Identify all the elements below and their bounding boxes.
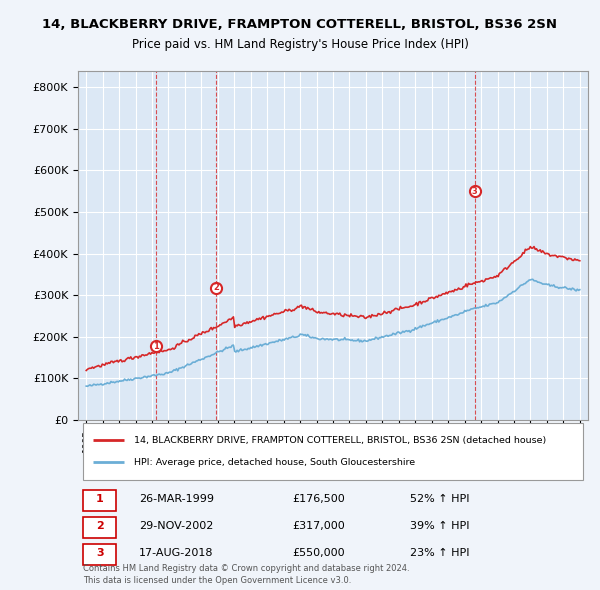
Text: 3: 3 [96, 548, 104, 558]
Text: 26-MAR-1999: 26-MAR-1999 [139, 494, 214, 504]
FancyBboxPatch shape [83, 517, 116, 537]
Text: 14, BLACKBERRY DRIVE, FRAMPTON COTTERELL, BRISTOL, BS36 2SN (detached house): 14, BLACKBERRY DRIVE, FRAMPTON COTTERELL… [134, 436, 547, 445]
Text: 17-AUG-2018: 17-AUG-2018 [139, 548, 214, 558]
Text: £176,500: £176,500 [292, 494, 345, 504]
Text: £550,000: £550,000 [292, 548, 345, 558]
Text: 3: 3 [472, 186, 478, 196]
Text: Price paid vs. HM Land Registry's House Price Index (HPI): Price paid vs. HM Land Registry's House … [131, 38, 469, 51]
FancyBboxPatch shape [83, 544, 116, 565]
Text: 52% ↑ HPI: 52% ↑ HPI [409, 494, 469, 504]
FancyBboxPatch shape [83, 423, 583, 480]
Text: 39% ↑ HPI: 39% ↑ HPI [409, 521, 469, 531]
Text: 29-NOV-2002: 29-NOV-2002 [139, 521, 214, 531]
Text: Contains HM Land Registry data © Crown copyright and database right 2024.: Contains HM Land Registry data © Crown c… [83, 565, 410, 573]
Text: 23% ↑ HPI: 23% ↑ HPI [409, 548, 469, 558]
Text: 1: 1 [96, 494, 104, 504]
FancyBboxPatch shape [83, 490, 116, 511]
Text: 1: 1 [153, 342, 159, 351]
Text: 2: 2 [96, 521, 104, 531]
Text: This data is licensed under the Open Government Licence v3.0.: This data is licensed under the Open Gov… [83, 575, 352, 585]
Text: £317,000: £317,000 [292, 521, 345, 531]
Text: 14, BLACKBERRY DRIVE, FRAMPTON COTTERELL, BRISTOL, BS36 2SN: 14, BLACKBERRY DRIVE, FRAMPTON COTTERELL… [43, 18, 557, 31]
Text: 2: 2 [214, 283, 219, 293]
Text: HPI: Average price, detached house, South Gloucestershire: HPI: Average price, detached house, Sout… [134, 458, 415, 467]
